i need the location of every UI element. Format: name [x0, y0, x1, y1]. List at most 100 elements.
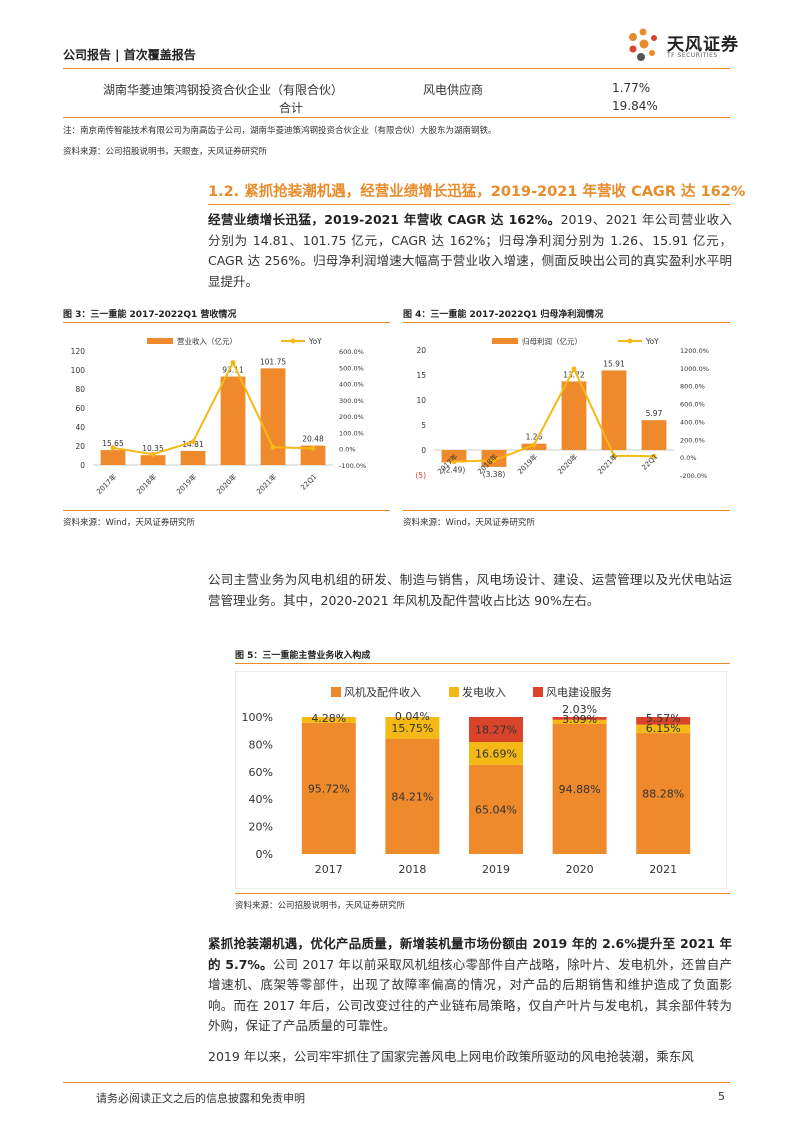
fig3-yoy-point	[270, 444, 276, 450]
fig3-bar	[100, 450, 126, 465]
fig4-top-line	[403, 322, 730, 323]
fig4-y2-tick: 1000.0%	[680, 365, 709, 373]
fig4-source: 资料来源：Wind，天风证券研究所	[403, 518, 535, 528]
fig3-chart: 营业收入（亿元） YoY 0 20 40 60 80 100 120 -100.0% 0.0% 100…	[71, 336, 366, 496]
fig5-top-line	[235, 663, 730, 664]
fig3-y2-tick: 0.0%	[339, 446, 356, 454]
fig3-bar	[140, 455, 166, 465]
section-underline	[208, 204, 730, 205]
fig5-y-tick: 40%	[249, 793, 273, 806]
fig5-bar-label: 15.75%	[391, 722, 433, 735]
fig3-yoy-point	[150, 451, 156, 457]
fig5-bar-segment	[552, 719, 607, 725]
table-note: 注：南京南传智能技术有限公司为南高齿子公司，湖南华菱迪策鸿钢投资合伙企业（有限合…	[63, 126, 497, 136]
fig5-bar-label: 3.09%	[562, 713, 597, 726]
logo-subtitle: TF SECURITIES	[667, 52, 718, 59]
fig3-x-tick: 2020年	[214, 472, 238, 496]
fig4-bar-label: 5.97	[646, 409, 663, 418]
fig3-title: 图 3：三一重能 2017-2022Q1 营收情况	[63, 310, 237, 320]
fig3-y-tick: 40	[75, 423, 85, 432]
fig5-source: 资料来源：公司招股说明书，天风证券研究所	[235, 901, 406, 911]
paragraph-policy: 2019 年以来，公司牢牢抓住了国家完善风电上网电价政策所驱动的风电抢装潮，乘东…	[208, 1049, 694, 1064]
paragraph-quality-lead: 紧抓抢装潮机遇，优化产品质量，新增装机量市场份额由 2019 年的 2.6%提升…	[208, 936, 732, 972]
fig5-bar-segment	[636, 717, 691, 725]
fig5-bar-label: 94.88%	[559, 783, 601, 796]
fig4-yoy-point	[651, 453, 657, 459]
fig4-y2-tick: 400.0%	[680, 418, 705, 426]
fig5-bar-segment	[469, 742, 523, 765]
fig5-bar-label: 4.28%	[311, 712, 346, 725]
header-divider	[63, 68, 730, 69]
section-title: 1.2. 紧抓抢装潮机遇，经营业绩增长迅猛，2019-2021 年营收 CAGR…	[208, 184, 746, 200]
fig5-bar-segment	[636, 733, 691, 854]
report-type-label: 公司报告 | 首次覆盖报告	[63, 48, 196, 62]
fig3-y2-tick: -100.0%	[339, 462, 366, 470]
paragraph-body: 2019、2021 年公司营业收入分别为 14.81、101.75 亿元，CAG…	[208, 212, 732, 289]
fig4-x-tick: 2021年	[595, 452, 619, 476]
fig4-bar	[441, 450, 467, 463]
fig4-bottom-line	[403, 510, 730, 511]
fig3-y-tick: 80	[75, 385, 85, 394]
fig3-y-tick: 0	[80, 461, 85, 470]
fig5-x-tick: 2019	[482, 863, 510, 876]
fig4-x-tick: 2020年	[555, 452, 579, 476]
fig5-y-tick: 20%	[249, 821, 273, 834]
fig5-bar-segment	[636, 724, 691, 734]
fig5-bar-label: 6.15%	[646, 722, 681, 735]
table-bottom-line	[63, 117, 730, 118]
fig3-x-tick: 22Q1	[299, 473, 318, 492]
fig4-y-tick: 0	[421, 446, 426, 455]
fig4-y2-tick: 600.0%	[680, 401, 705, 409]
paragraph-lead: 经营业绩增长迅猛，2019-2021 年营收 CAGR 达 162%。	[208, 212, 561, 227]
fig5-y-tick: 60%	[249, 766, 273, 779]
fig5-bar-label: 18.27%	[475, 724, 517, 737]
fig3-bar	[260, 368, 286, 465]
fig4-legend-line-marker	[627, 338, 633, 344]
fig4-yoy-point	[531, 442, 537, 448]
fig4-y-tick: (5)	[415, 471, 426, 480]
fig5-title: 图 5：三一重能主营业务收入构成	[235, 651, 371, 661]
table-cell-name: 湖南华菱迪策鸿钢投资合伙企业（有限合伙）	[103, 83, 344, 97]
fig5-bar-label: 84.21%	[391, 790, 433, 803]
footer-disclaimer: 请务必阅读正文之后的信息披露和免责申明	[96, 1092, 305, 1105]
fig4-title: 图 4：三一重能 2017-2022Q1 归母净利润情况	[403, 310, 604, 320]
fig3-yoy-point	[230, 360, 236, 366]
fig4-chart: 归母利润（亿元） YoY (5) 0 5 10 15 20 -200.0% 0.0% 200.0% 4…	[415, 336, 709, 480]
tf-logo-icon	[624, 26, 734, 66]
fig4-y2-tick: -200.0%	[680, 472, 707, 480]
logo-name: 天风证券	[667, 35, 739, 55]
fig4-y2-tick: 800.0%	[680, 383, 705, 391]
fig4-bar-label: (2.49)	[443, 465, 466, 474]
fig3-bar	[300, 445, 326, 465]
fig3-source: 资料来源：Wind，天风证券研究所	[63, 518, 195, 528]
fig4-bar-label: 13.72	[563, 370, 585, 379]
fig3-bar-label: 14.81	[182, 440, 204, 449]
fig3-legend-line-label: YoY	[308, 337, 322, 346]
fig3-x-tick: 2017年	[94, 472, 118, 496]
fig3-y-tick: 100	[71, 366, 86, 375]
fig5-legend-swatch	[449, 687, 459, 697]
fig5-bar-label: 5.57%	[646, 712, 681, 725]
fig4-bar	[641, 420, 667, 450]
fig4-y2-tick: 200.0%	[680, 436, 705, 444]
fig5-bar-label: 2.03%	[562, 703, 597, 716]
paragraph-quality-body: 公司 2017 年以前采取风机组核心零部件自产战略，除叶片、发电机外，还曾自产增…	[208, 956, 732, 1034]
fig5-legend-label: 发电收入	[462, 685, 506, 699]
fig3-bar-label: 101.75	[260, 357, 286, 366]
fig5-bar-segment	[552, 724, 607, 854]
fig5-bar-label: 0.04%	[395, 710, 430, 723]
fig4-y-tick: 5	[421, 421, 426, 430]
fig5-y-tick: 0%	[256, 848, 273, 861]
fig5-bar-segment	[469, 764, 523, 854]
fig4-yoy-point	[491, 457, 497, 463]
fig3-yoy-line	[112, 360, 314, 456]
fig5-bar-segment	[301, 717, 356, 723]
fig4-y-tick: 20	[416, 346, 426, 355]
fig3-bar-label: 20.48	[302, 435, 324, 444]
fig4-y2-tick: 0.0%	[680, 454, 697, 462]
fig4-legend-bar-swatch	[492, 338, 518, 344]
fig3-x-tick: 2019年	[174, 472, 198, 496]
fig3-legend-bar-swatch	[147, 338, 173, 344]
fig5-chart: 风机及配件收入 发电收入 风电建设服务 0% 20% 40% 60% 80% 100% 95.72…	[235, 671, 727, 889]
fig3-y-tick: 120	[71, 347, 86, 356]
